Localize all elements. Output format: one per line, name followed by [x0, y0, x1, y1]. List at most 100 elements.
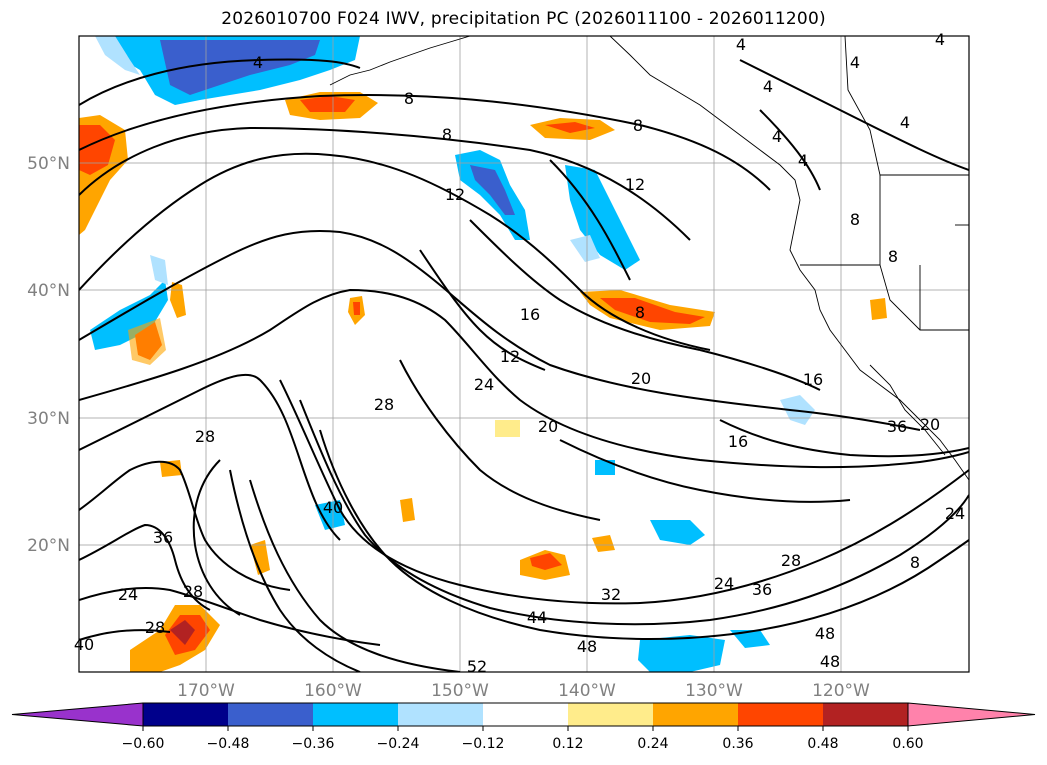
positive-anomaly-area: [600, 298, 705, 324]
contour-label: 8: [910, 553, 920, 572]
negative-anomaly-area: [160, 40, 320, 95]
lon-label: 120°W: [812, 681, 870, 701]
contour-label: 48: [815, 624, 835, 643]
positive-anomaly-area: [495, 420, 520, 437]
colorbar-extend-min: [11, 702, 144, 727]
colorbar-segment: [398, 703, 483, 726]
negative-anomaly-area: [570, 235, 600, 262]
negative-anomaly-area: [650, 520, 705, 545]
contour-label: 12: [500, 347, 520, 366]
contour-label: 4: [900, 113, 910, 132]
colorbar-tick-label: 0.12: [552, 736, 583, 752]
lon-label: 130°W: [685, 681, 743, 701]
contour-label: 44: [527, 608, 547, 627]
contour-label: 4: [798, 151, 808, 170]
contour-label: 36: [153, 528, 173, 547]
negative-anomaly-area: [470, 165, 515, 215]
negative-anomaly-area: [95, 36, 140, 75]
lat-label: 20°N: [27, 536, 70, 556]
negative-anomaly-area: [315, 500, 345, 530]
contour-label: 36: [752, 580, 772, 599]
contour-label: 24: [474, 375, 494, 394]
positive-anomaly-area: [400, 498, 415, 522]
contour-label: 24: [118, 585, 138, 604]
negative-anomaly-area: [638, 635, 725, 672]
positive-anomaly-area: [160, 460, 182, 477]
lat-label: 30°N: [27, 409, 70, 429]
lat-label: 40°N: [27, 281, 70, 301]
lon-label: 140°W: [558, 681, 616, 701]
contour-label: 16: [520, 305, 540, 324]
contour-label: 20: [538, 417, 558, 436]
contour-label: 20: [920, 415, 940, 434]
colorbar-tick-label: −0.48: [207, 736, 250, 752]
contour-label: 28: [781, 551, 801, 570]
colorbar-segment: [738, 703, 823, 726]
contour-label: 4: [736, 35, 746, 54]
positive-anomaly-area: [300, 96, 355, 112]
positive-anomaly-area: [353, 302, 360, 315]
colorbar-outline: [142, 702, 909, 727]
contour-label: 4: [772, 127, 782, 146]
contour-label: 8: [442, 125, 452, 144]
contour-label: 4: [935, 30, 945, 49]
positive-anomaly-area: [128, 318, 166, 365]
negative-anomaly-area: [730, 630, 770, 648]
precip-shading: [79, 36, 887, 672]
negative-anomaly-area: [595, 460, 615, 475]
positive-anomaly-area: [592, 535, 615, 552]
lon-label: 170°W: [177, 681, 235, 701]
contour-label: 4: [850, 53, 860, 72]
contour-label: 48: [577, 637, 597, 656]
contour-label: 28: [183, 582, 203, 601]
map-title: 2026010700 F024 IWV, precipitation PC (2…: [221, 9, 826, 29]
colorbar-tick-label: 0.48: [807, 736, 838, 752]
colorbar-tick-label: −0.12: [462, 736, 505, 752]
colorbar-segment: [228, 703, 313, 726]
contour-label: 8: [404, 89, 414, 108]
positive-anomaly-area: [870, 298, 887, 320]
contour-label: 40: [323, 498, 343, 517]
colorbar-tick-label: −0.36: [292, 736, 335, 752]
contour-label: 36: [887, 417, 907, 436]
contour-label: 8: [888, 247, 898, 266]
contour-label: 52: [467, 657, 487, 676]
colorbar-segment: [313, 703, 398, 726]
contour-label: 28: [145, 618, 165, 637]
contour-label: 16: [803, 370, 823, 389]
contour-label: 48: [820, 652, 840, 671]
colorbar-tick-label: 0.60: [892, 736, 923, 752]
contour-label: 24: [945, 504, 965, 523]
contour-label: 12: [445, 185, 465, 204]
lon-label: 150°W: [431, 681, 489, 701]
contour-label: 4: [763, 77, 773, 96]
positive-anomaly-area: [250, 540, 270, 575]
colorbar-tick-label: 0.24: [637, 736, 668, 752]
contour-label: 20: [631, 369, 651, 388]
negative-anomaly-area: [150, 255, 168, 285]
colorbar-extend-max: [907, 702, 1036, 727]
contour-label: 28: [374, 395, 394, 414]
contour-label: 28: [195, 427, 215, 446]
colorbar-segment: [568, 703, 653, 726]
contour-label: 4: [253, 53, 263, 72]
positive-anomaly-area: [170, 620, 195, 645]
map-border: [78, 35, 970, 673]
contour-label: 40: [74, 635, 94, 654]
positive-anomaly-area: [545, 122, 595, 133]
contour-label: 8: [850, 210, 860, 229]
iwv-contours: [79, 58, 969, 672]
lon-label: 160°W: [304, 681, 362, 701]
contour-label: 32: [601, 585, 621, 604]
lat-label: 50°N: [27, 154, 70, 174]
longitude-labels: 170°W 160°W 150°W 140°W 130°W 120°W: [177, 681, 870, 701]
contour-label: 12: [625, 175, 645, 194]
positive-anomaly-area: [530, 553, 562, 570]
colorbar-segment: [483, 703, 568, 726]
contour-label: 8: [633, 116, 643, 135]
colorbar-segment: [823, 703, 908, 726]
colorbar-tick-label: −0.24: [377, 736, 420, 752]
colorbar-segment: [653, 703, 738, 726]
